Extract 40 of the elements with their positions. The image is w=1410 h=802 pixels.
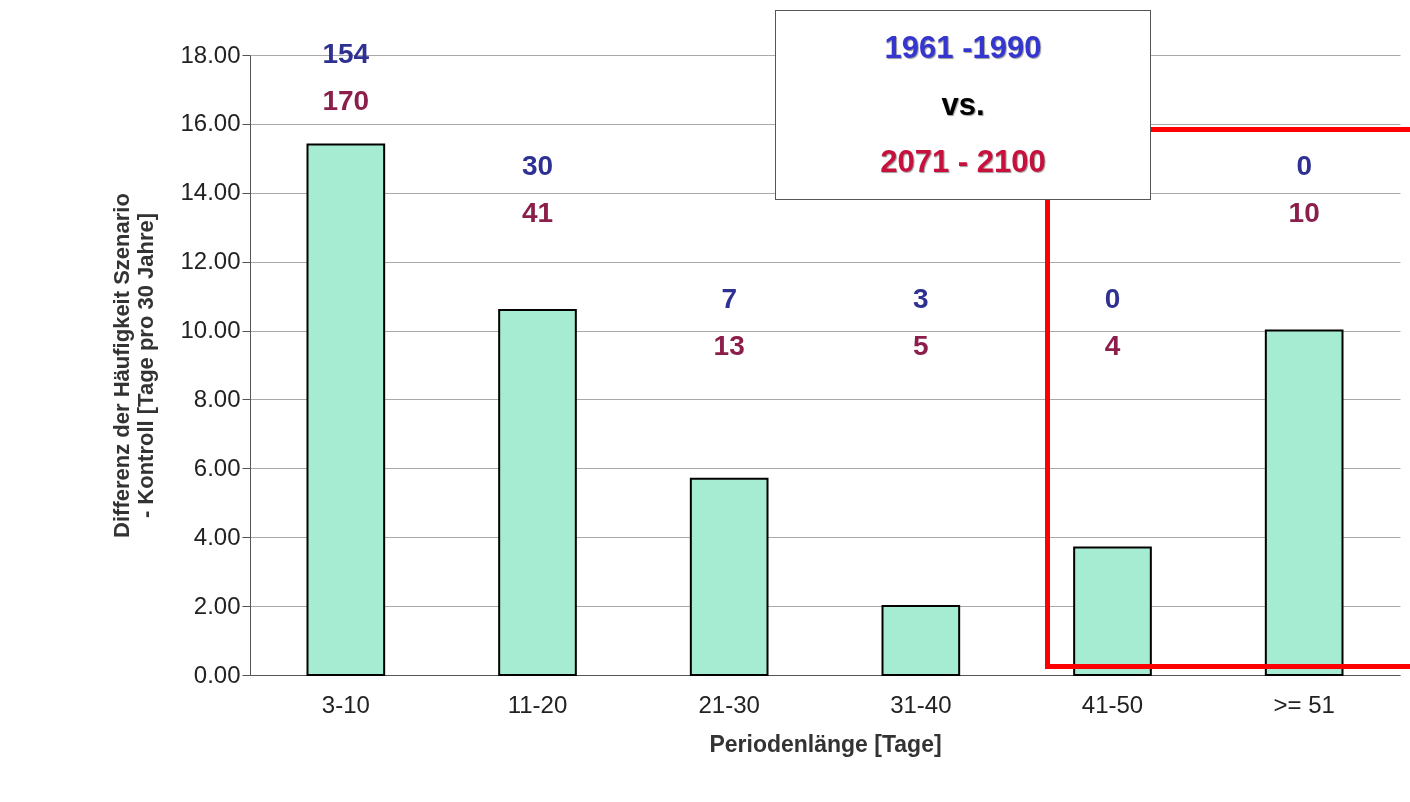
y-axis-title: Differenz der Häufigkeit Szenario - Kontroll [Tage pro 30 Jahre]	[109, 193, 159, 538]
y-tick-label: 6.00	[193, 453, 241, 481]
x-tick-label: 41-50	[1081, 690, 1144, 718]
x-tick-label: >= 51	[1273, 690, 1335, 718]
annotation: 3	[913, 283, 929, 314]
annotation: 10	[1288, 197, 1320, 228]
annotation: vs.	[941, 86, 985, 123]
text-box: 1961 -1990 vs. 2071 - 2100	[775, 10, 1151, 200]
x-tick-label: 3-10	[321, 690, 370, 718]
annotation: 4	[1104, 330, 1121, 361]
annotation: 5	[913, 330, 929, 361]
bar	[306, 143, 386, 676]
y-tick-label: 12.00	[180, 247, 241, 275]
bar	[689, 477, 769, 676]
x-tick-label: 11-20	[507, 690, 568, 718]
y-tick-label: 4.00	[193, 522, 241, 550]
y-tick-label: 2.00	[193, 591, 241, 619]
annotation: 41	[521, 197, 554, 228]
x-axis-title: Periodenlänge [Tage]	[709, 730, 942, 757]
x-tick-label: 21-30	[698, 690, 760, 718]
y-tick-label: 14.00	[180, 178, 241, 206]
annotation: 13	[713, 330, 745, 361]
y-tick-label: 0.00	[193, 660, 241, 688]
x-tick-label: 31-40	[890, 690, 952, 718]
annotation: 0	[1104, 283, 1121, 314]
bar	[1264, 329, 1344, 676]
annotation: 1961 -1990	[884, 29, 1042, 66]
annotation: 7	[721, 283, 737, 314]
annotation: 2071 - 2100	[880, 144, 1046, 181]
bar	[498, 308, 577, 676]
annotation: 0	[1296, 150, 1312, 181]
y-tick-label: 8.00	[193, 384, 241, 412]
y-tick-label: 18.00	[180, 40, 241, 68]
annotation: 154	[322, 38, 370, 69]
y-tick-label: 10.00	[180, 316, 241, 344]
bar	[1073, 546, 1152, 676]
annotation: 30	[521, 150, 554, 181]
annotation: 170	[322, 85, 370, 116]
y-tick-label: 16.00	[180, 109, 241, 137]
bar	[881, 605, 961, 676]
